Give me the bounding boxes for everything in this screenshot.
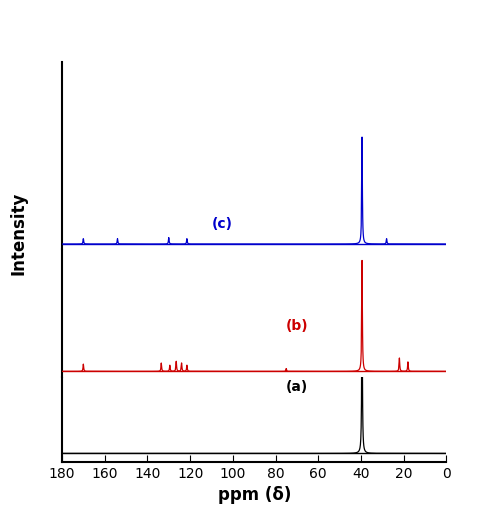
X-axis label: ppm (δ): ppm (δ) bbox=[218, 486, 291, 504]
Text: (b): (b) bbox=[286, 319, 309, 333]
Text: (a): (a) bbox=[286, 380, 309, 394]
Text: (c): (c) bbox=[211, 217, 233, 231]
Text: Intensity: Intensity bbox=[10, 192, 28, 275]
